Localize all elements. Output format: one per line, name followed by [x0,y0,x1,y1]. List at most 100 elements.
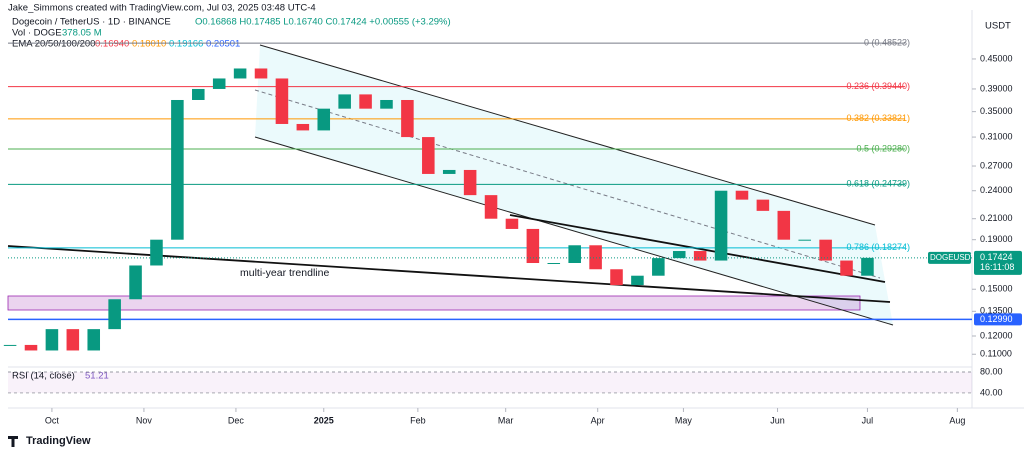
rsi-band [8,372,972,393]
candle [422,137,435,174]
ema-value: 0.18010 [132,39,166,50]
candle [756,199,770,211]
x-tick-label: Mar [498,415,514,425]
candle [275,78,289,124]
candle [24,344,38,351]
ema-value: 0.20501 [206,39,240,50]
support-badge [974,313,1022,326]
candle [735,190,749,200]
candle [212,78,226,89]
inner-trendline [509,214,886,283]
fib-label: 0.382 (0.33821) [846,113,910,123]
candle [505,218,519,229]
y-tick-label: 0.15000 [980,284,1013,294]
x-tick-label: 2025 [314,415,334,425]
volume-value: 378.05 M [62,28,102,39]
candle [66,329,80,351]
candle [568,245,581,264]
brand-logo [8,436,18,447]
y-tick-label: 0.12000 [980,330,1013,340]
x-tick-label: Dec [228,415,245,425]
candle [819,239,832,261]
candle [192,88,205,100]
candle [296,123,310,131]
candle [254,68,268,79]
candle [861,257,874,276]
y-tick-label: 0.11000 [980,349,1012,359]
candle [798,239,811,241]
y-tick-label: 0.27000 [980,160,1013,170]
x-tick-label: Aug [949,415,965,425]
candle [589,245,602,270]
candle [45,329,59,351]
y-tick-label: 0.24000 [980,185,1013,195]
fib-label: 0.786 (0.18274) [846,242,910,252]
candle [840,260,853,276]
candle [317,108,331,131]
candle [484,195,498,219]
ema-label: EMA 20/50/100/200 [12,39,95,50]
x-tick-label: Nov [136,415,153,425]
candle [631,275,644,286]
candle [714,190,728,261]
symbol-label: DOGEUSDT [930,253,975,262]
ohlc: O0.16868 H0.17485 L0.16740 C0.17424 +0.0… [195,17,451,28]
candle [463,169,477,196]
x-tick-label: Feb [410,415,426,425]
channel-lower [254,136,894,326]
candle [87,329,101,351]
fib-label: 0.236 (0.39440) [846,81,910,91]
candle [442,169,456,174]
candle [338,94,351,109]
ema-value: 0.19166 [169,39,203,50]
currency: USDT [985,21,1011,32]
x-tick-label: Oct [45,415,60,425]
x-tick-label: Jul [862,415,874,425]
brand: TradingView [26,435,91,447]
candle [401,99,414,138]
y-tick-label: 0.21000 [980,213,1013,223]
y-tick-label: 0.19000 [980,234,1013,244]
y-tick-label: 0.45000 [980,53,1013,63]
candle [129,265,142,300]
candle [652,258,665,276]
candle [3,344,17,346]
rsi-value: 51.21 [85,371,109,382]
ema-value: 0.16940 [95,39,129,50]
symbol: Dogecoin / TetherUS · 1D · BINANCE [12,17,171,28]
price-badge [974,250,1022,275]
y-tick-label: 0.35000 [980,106,1013,116]
candle [777,210,791,240]
candle [150,239,163,266]
candle [672,251,686,259]
y-tick-label: 0.39000 [980,83,1013,93]
credit: Jake_Simmons created with TradingView.co… [8,3,316,14]
rsi-tick-label: 40.00 [980,387,1003,397]
candle [610,269,623,286]
symbol-badge [928,251,971,264]
channel-mid [254,89,881,279]
volume-label: Vol · DOGE [12,28,62,39]
candle [526,228,540,264]
fib-label: 0.618 (0.24739) [846,179,910,189]
candle [380,99,393,109]
support-label: 0.12990 [980,314,1013,324]
candle [547,263,561,265]
candle [359,94,372,109]
candle [693,251,707,261]
annotation: multi-year trendline [240,267,329,279]
channel-upper [259,44,876,226]
candle [171,99,184,240]
countdown: 16:11:08 [980,262,1014,272]
x-tick-label: Apr [591,415,605,425]
y-tick-label: 0.31000 [980,131,1013,141]
support-zone [7,295,861,311]
last-price-label: 0.17424 [980,252,1013,262]
y-tick-label: 0.13500 [980,306,1013,316]
x-tick-label: Jun [770,415,785,425]
fib-label: 0 (0.48523) [864,38,910,48]
candle [108,299,121,330]
x-tick-label: May [675,415,693,425]
fib-label: 0.5 (0.29280) [856,143,910,153]
